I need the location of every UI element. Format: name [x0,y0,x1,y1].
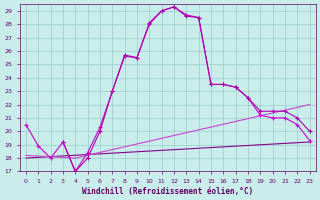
X-axis label: Windchill (Refroidissement éolien,°C): Windchill (Refroidissement éolien,°C) [82,187,253,196]
